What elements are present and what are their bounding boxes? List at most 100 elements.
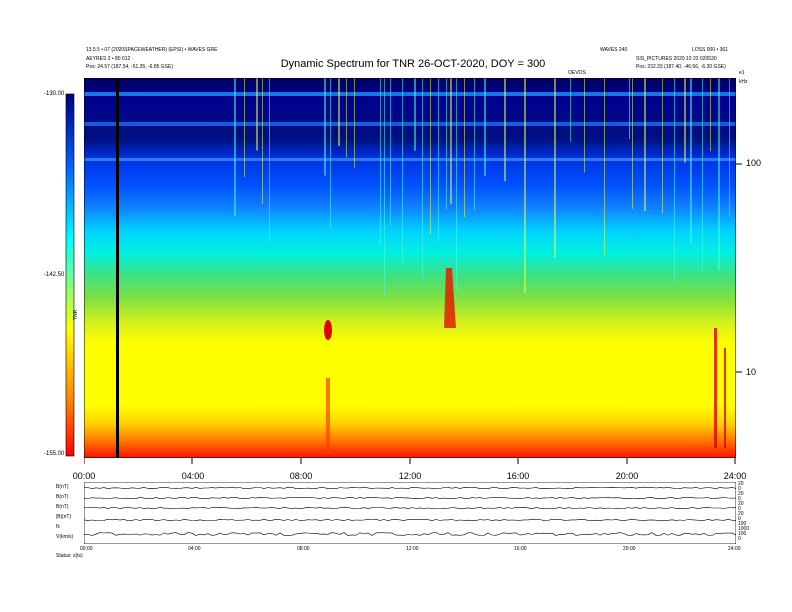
x-tick-1600: 16:00 [506, 471, 530, 481]
bright-band [84, 158, 736, 161]
burst-streak [414, 78, 416, 151]
burst-streak [234, 78, 236, 217]
aux-right-labels: 20 0 20 0 20 0 20 0 100 1000 100 0 [738, 481, 768, 547]
burst-streak [430, 78, 431, 235]
aux-right-label: 20 [738, 491, 744, 497]
burst-streak [456, 78, 457, 291]
aux-label: |B|(nT) [56, 514, 72, 520]
colorbar-min-label: -155.00 [44, 451, 65, 457]
burst-streak [690, 78, 692, 244]
burst-streak [244, 78, 245, 178]
right-info-line-2: SIS_PICTURES 2020 10 22 020530 [636, 56, 717, 62]
burst-streak [464, 78, 465, 218]
burst-streak [346, 78, 347, 158]
spectrogram [84, 78, 736, 458]
burst-streak [324, 78, 326, 176]
aux-x-tick: 08:00 [297, 546, 310, 552]
burst-streak [450, 78, 452, 204]
aux-label: B(nT) [56, 494, 69, 500]
burst-streak [380, 78, 381, 246]
mid-mark: OEVOS [568, 70, 586, 76]
aux-right-label: 0 [738, 496, 741, 502]
burst-streak [402, 78, 403, 262]
burst-streak [474, 78, 475, 211]
burst-streak [446, 78, 447, 211]
right-info-a: WAVES 240 [600, 47, 628, 53]
right-position: Pos: 232.33 (187.40, -46.56, -6.30 GSE) [636, 64, 726, 70]
colorbar-svg [65, 93, 75, 457]
aux-x-tick: 24:00 [728, 546, 741, 552]
data-gap-line [116, 78, 119, 458]
burst-streak [629, 78, 630, 140]
aux-right-label: 20 [738, 501, 744, 507]
frequency-unit: kHz [739, 79, 748, 85]
burst-streak [674, 78, 675, 282]
burst-streak [570, 78, 571, 142]
aux-right-label: 0 [738, 516, 741, 522]
burst-streak [644, 78, 646, 212]
burst-streak [662, 78, 663, 214]
burst-streak [604, 78, 605, 256]
burst-streak [256, 78, 258, 151]
x-tick-2400: 24:00 [723, 471, 747, 481]
aux-right-label: 100 [738, 521, 747, 527]
x-tick-2000: 20:00 [615, 471, 639, 481]
left-info-line-2: AEYRES 3 • 80 012 [86, 56, 131, 62]
aux-label: N [56, 524, 60, 530]
red-streak [714, 328, 717, 448]
red-streak [326, 378, 330, 453]
burst-streak [354, 78, 355, 169]
right-info-b: LOSS 000 • 361 [692, 47, 728, 53]
bright-band [84, 122, 736, 126]
burst-streak [438, 78, 439, 243]
spectrogram-background [84, 78, 736, 458]
x-tick-1200: 12:00 [398, 471, 422, 481]
aux-right-label: 100 [738, 531, 747, 537]
red-streak [724, 348, 726, 448]
aux-panel [84, 482, 736, 544]
aux-right-label: 0 [738, 506, 741, 512]
colorbar-label: TNR [73, 309, 79, 320]
burst-streak [702, 78, 703, 271]
burst-streak [718, 78, 720, 271]
burst-streak [729, 78, 730, 218]
aux-x-tick: 20:00 [623, 546, 636, 552]
right-axis [736, 163, 742, 373]
y-tick-100: 100 [746, 158, 762, 168]
burst-streaks [234, 78, 730, 296]
burst-streak [632, 78, 633, 209]
x-tick-0400: 04:00 [181, 471, 205, 481]
aux-right-label: 0 [738, 536, 741, 542]
burst-streak [422, 78, 423, 280]
status-footer: Status: s(ts) [56, 553, 83, 559]
aux-right-label: 20 [738, 511, 744, 517]
x-axis-ticks [84, 458, 736, 464]
aux-right-label: 20 [738, 481, 744, 487]
left-info-line-1: 13.5.5 • 07 (2020SPACEWEATHER) (EPSI) • … [86, 47, 218, 53]
bright-band [84, 92, 736, 96]
chart-title: Dynamic Spectrum for TNR 26-OCT-2020, DO… [280, 58, 546, 70]
burst-streak [584, 78, 585, 173]
aux-x-tick: 12:00 [406, 546, 419, 552]
burst-streak [338, 78, 340, 147]
x-tick-0000: 00:00 [72, 471, 96, 481]
burst-streak [484, 78, 486, 176]
burst-streak [524, 78, 526, 293]
aux-label: V(km/s) [56, 534, 74, 540]
aux-label: B(nT) [56, 504, 69, 510]
colorbar-gradient [65, 93, 75, 457]
burst-streak [269, 78, 270, 244]
red-spot [324, 320, 332, 340]
burst-streak [554, 78, 556, 258]
burst-streak [504, 78, 506, 182]
aux-x-axis: 00:00 04:00 08:00 12:00 16:00 20:00 24:0… [80, 546, 744, 554]
burst-streak [262, 78, 263, 204]
aux-right-label: 1000 [738, 526, 750, 532]
left-position: Pos: 24.57 (187.54, -51.35, -6.85 GSE) [86, 64, 173, 70]
aux-label: B(nT) [56, 484, 69, 490]
x-tick-0800: 08:00 [289, 471, 313, 481]
burst-streak [384, 78, 385, 296]
red-burst [444, 268, 456, 328]
burst-streak [390, 78, 391, 226]
burst-streak [710, 78, 711, 152]
